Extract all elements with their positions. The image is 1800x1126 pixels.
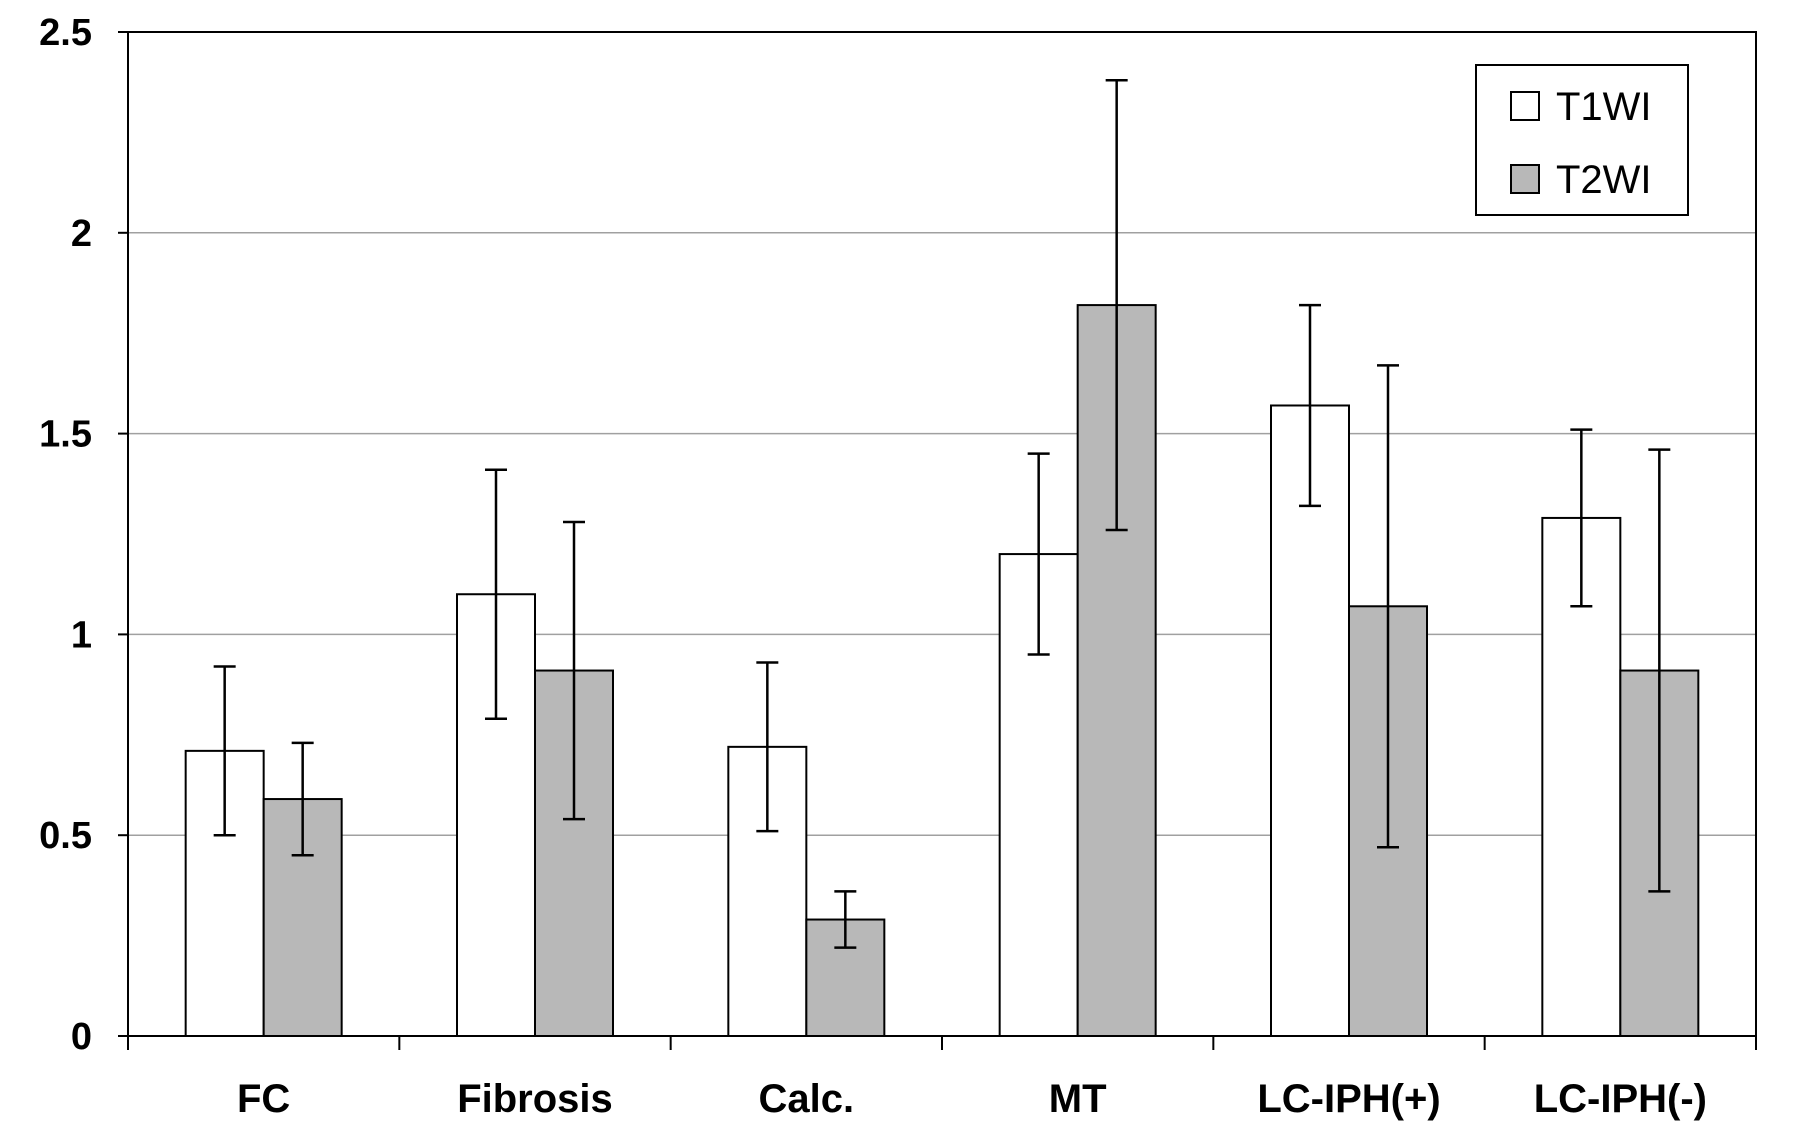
bar-t1wi [1270,404,1350,1038]
axes [118,31,1757,1050]
y-tick-labels: 0 0.5 1 1.5 2 2.5 [39,12,92,1058]
y-tick-label: 1.5 [39,414,92,456]
y-tick-label: 0.5 [39,815,92,857]
category-label: Calc. [759,1077,855,1121]
y-tick-label: 1 [71,614,92,656]
error-bars [213,78,1671,949]
y-tick-label: 2.5 [39,12,92,54]
category-label: LC-IPH(+) [1257,1077,1440,1121]
legend-swatch-t1wi [1510,91,1540,121]
legend: T1WI T2WI [1475,64,1689,216]
gridlines [128,232,1756,836]
category-label: Fibrosis [457,1077,613,1121]
legend-swatch-t2wi [1510,164,1540,194]
category-label: FC [237,1077,290,1121]
legend-label-t1wi: T1WI [1556,85,1652,129]
category-labels: FC Fibrosis Calc. MT LC-IPH(+) LC-IPH(-) [237,1077,1707,1121]
y-tick-label: 2 [71,213,92,255]
category-label: MT [1049,1077,1107,1121]
y-tick-label: 0 [71,1016,92,1058]
legend-label-t2wi: T2WI [1556,158,1652,202]
bars [184,304,1700,1038]
category-label: LC-IPH(-) [1534,1077,1707,1121]
